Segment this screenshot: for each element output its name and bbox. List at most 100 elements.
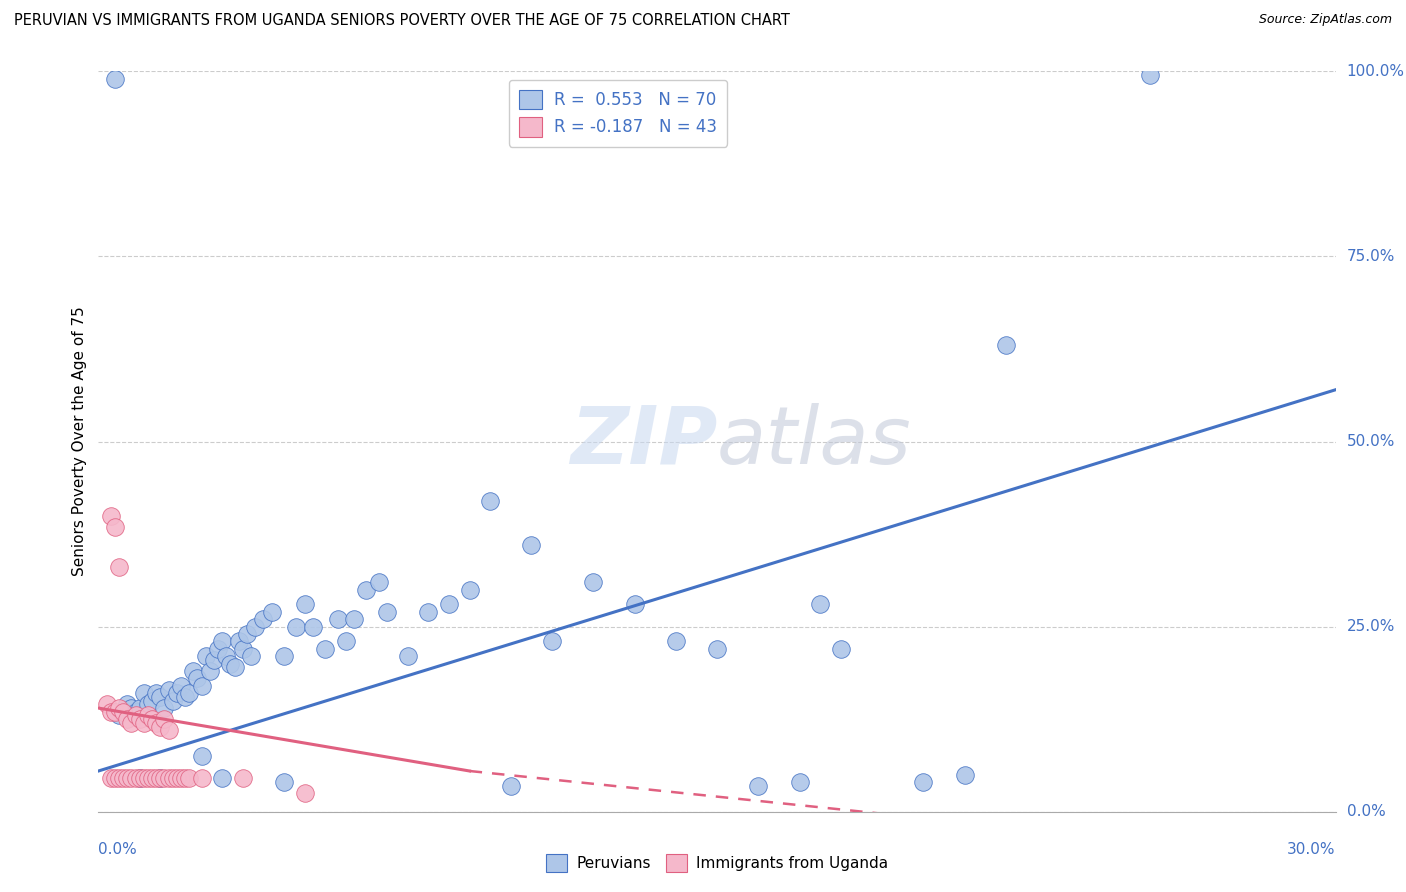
Point [207,641,229,656]
Point [100,705,122,719]
Point [120,701,142,715]
Point [166,686,188,700]
Point [136,698,159,712]
Point [112,705,135,719]
Point [335,634,357,648]
Point [145,715,167,730]
Point [582,575,605,590]
Point [240,649,263,664]
Point [128,772,150,786]
Point [252,612,274,626]
Point [104,519,127,533]
Point [162,772,184,786]
Point [541,634,564,648]
Point [117,772,139,786]
Text: 100.0%: 100.0% [1347,64,1405,78]
Point [108,560,131,574]
Point [273,649,295,664]
Text: 50.0%: 50.0% [1347,434,1395,449]
Point [124,705,146,719]
Point [830,641,852,656]
Point [153,701,176,715]
Point [153,712,176,726]
Point [181,664,204,678]
Point [128,712,150,726]
Point [232,641,254,656]
Point [132,686,155,700]
Point [141,712,163,726]
Point [994,338,1017,352]
Point [132,715,155,730]
Point [190,772,212,786]
Point [326,612,349,626]
Point [198,664,221,678]
Point [375,605,398,619]
Point [623,598,645,612]
Point [132,772,155,786]
Point [260,605,283,619]
Point [236,627,259,641]
Text: 30.0%: 30.0% [1288,842,1336,857]
Point [128,772,150,786]
Point [100,508,122,523]
Point [149,772,172,786]
Y-axis label: Seniors Poverty Over the Age of 75: Seniors Poverty Over the Age of 75 [72,307,87,576]
Point [96,698,118,712]
Point [194,649,217,664]
Point [314,641,336,656]
Point [211,634,233,648]
Point [953,767,976,781]
Point [179,686,201,700]
Point [149,690,172,704]
Point [808,598,831,612]
Point [117,712,139,726]
Point [104,71,127,86]
Point [136,772,159,786]
Point [149,720,172,734]
Point [170,772,193,786]
Point [396,649,419,664]
Point [108,772,131,786]
Point [202,653,225,667]
Text: 25.0%: 25.0% [1347,619,1395,634]
Point [112,772,135,786]
Point [124,772,146,786]
Point [108,701,131,715]
Point [136,708,159,723]
Point [343,612,366,626]
Point [157,723,180,738]
Point [149,772,172,786]
Point [166,772,188,786]
Point [437,598,460,612]
Point [219,657,242,671]
Text: 0.0%: 0.0% [98,842,138,857]
Point [145,686,167,700]
Text: 0.0%: 0.0% [1347,805,1385,819]
Point [302,619,325,633]
Point [120,715,142,730]
Point [174,690,197,704]
Text: 75.0%: 75.0% [1347,249,1395,264]
Point [120,772,142,786]
Text: atlas: atlas [717,402,912,481]
Text: Source: ZipAtlas.com: Source: ZipAtlas.com [1258,13,1392,27]
Point [228,634,250,648]
Point [141,772,163,786]
Point [100,772,122,786]
Point [162,694,184,708]
Point [104,772,127,786]
Point [190,679,212,693]
Legend: Peruvians, Immigrants from Uganda: Peruvians, Immigrants from Uganda [540,848,894,878]
Point [706,641,728,656]
Point [174,772,197,786]
Point [243,619,266,633]
Point [104,705,127,719]
Point [157,772,180,786]
Point [153,772,176,786]
Point [273,775,295,789]
Point [170,679,193,693]
Point [211,772,233,786]
Point [665,634,688,648]
Point [186,672,208,686]
Text: ZIP: ZIP [569,402,717,481]
